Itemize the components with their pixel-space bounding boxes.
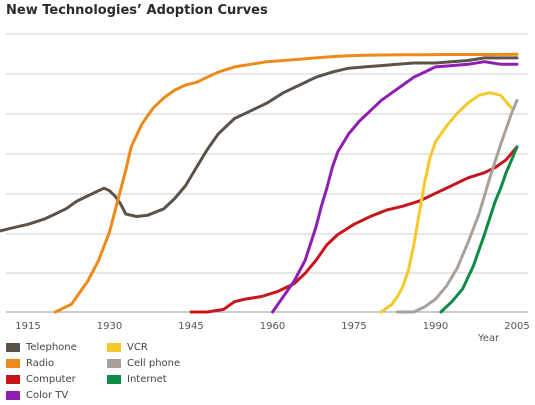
x-tick-label: 1990 [423, 321, 448, 332]
legend-item-telephone: Telephone [6, 342, 77, 353]
series-line-vcr [379, 91, 514, 314]
series-line-cell-phone [396, 98, 519, 314]
legend-item-vcr: VCR [107, 342, 148, 353]
legend-label: Internet [127, 374, 167, 385]
legend-label: Telephone [26, 342, 77, 353]
legend-swatch [107, 359, 121, 368]
series-line-radio [53, 52, 519, 314]
x-axis-label: Year [477, 333, 500, 344]
legend-swatch [107, 343, 121, 352]
legend-swatch [107, 375, 121, 384]
legend-swatch [6, 391, 20, 400]
series-line-internet [439, 145, 519, 314]
x-tick-label: 1960 [260, 321, 285, 332]
x-tick-label: 1930 [97, 321, 122, 332]
x-tick-label: 1945 [178, 321, 203, 332]
adoption-chart: 1915 1930 1945 1960 1975 1990 2005 Year [0, 33, 530, 344]
legend-label: Color TV [26, 390, 69, 401]
legend-label: Computer [26, 374, 76, 385]
x-tick-label: 1975 [341, 321, 366, 332]
legend-item-cell-phone: Cell phone [107, 358, 180, 369]
chart-title: New Technologies’ Adoption Curves [6, 3, 268, 18]
legend-label: Radio [26, 358, 55, 369]
x-tick-label: 1915 [15, 321, 40, 332]
series-line-telephone [0, 56, 519, 233]
series-line-color-tv [271, 60, 519, 314]
legend-item-internet: Internet [107, 374, 167, 385]
x-tick-label: 2005 [504, 321, 529, 332]
legend-label: Cell phone [127, 358, 181, 369]
series-line-computer [189, 145, 519, 314]
legend-swatch [6, 343, 20, 352]
legend-swatch [6, 375, 20, 384]
legend-label: VCR [127, 342, 148, 353]
legend-swatch [6, 359, 20, 368]
gridlines [6, 33, 528, 313]
legend-item-computer: Computer [6, 374, 76, 385]
legend-item-radio: Radio [6, 358, 54, 369]
legend-item-color-tv: Color TV [6, 390, 68, 401]
